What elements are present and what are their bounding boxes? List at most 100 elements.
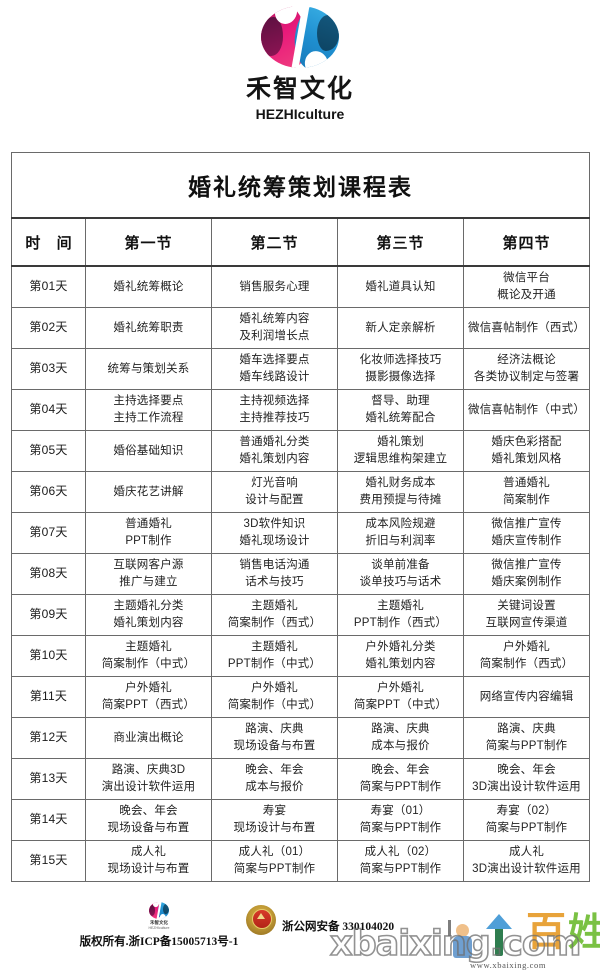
cell-session-3: 晚会、年会 简案与PPT制作 (337, 758, 464, 800)
cell-session-1: 互联网客户源 推广与建立 (85, 553, 212, 595)
cell-session-2: 主题婚礼 简案制作（西式） (211, 594, 338, 636)
table-row: 第09天 主题婚礼分类 婚礼策划内容 主题婚礼 简案制作（西式） 主题婚礼 PPT制作（西式… (11, 594, 591, 636)
table-row: 第13天 路演、庆典3D 演出设计软件运用 晚会、年会 成本与报价 晚会、年会 简案与PPT… (11, 758, 591, 800)
cell-session-3: 成本风险规避 折旧与利润率 (337, 512, 464, 554)
brand-name-en: HEZHIculture (255, 105, 345, 122)
cell-session-3: 路演、庆典 成本与报价 (337, 717, 464, 759)
cell-session-1: 主题婚礼 简案制作（中式） (85, 635, 212, 677)
cell-session-4: 寿宴（02） 简案与PPT制作 (462, 799, 591, 841)
cell-session-3: 户外婚礼分类 婚礼策划内容 (337, 635, 464, 677)
table-row: 第14天 晚会、年会 现场设备与布置 寿宴 现场设计与布置 寿宴（01） 简案与PPT制作寿… (11, 799, 591, 841)
cell-day: 第13天 (11, 758, 86, 800)
footer-brand-name-en: HEZHIculture (148, 925, 170, 930)
table-row: 第12天 商业演出概论 路演、庆典 现场设备与布置 路演、庆典 成本与报价 路演、庆典 简案与… (11, 717, 591, 759)
cell-session-1: 统筹与策划关系 (85, 348, 212, 390)
table-row: 第01天 婚礼统筹概论 销售服务心理 婚礼道具认知 微信平台 概论及开通 (11, 265, 591, 308)
cell-session-2: 销售服务心理 (211, 265, 338, 308)
brand-header: 禾智文化 HEZHIculture (0, 0, 600, 122)
page-footer: 禾智文化 HEZHIculture 版权所有.浙ICP备15005713号-1 … (0, 900, 600, 972)
cell-session-2: 3D软件知识 婚礼现场设计 (211, 512, 338, 554)
cell-session-3: 新人定亲解析 (337, 307, 464, 349)
table-header-row: 时 间 第一节 第二节 第三节 第四节 (11, 217, 591, 267)
table-row: 第07天 普通婚礼 PPT制作 3D软件知识 婚礼现场设计 成本风险规避 折旧与利润率 微信推… (11, 512, 591, 554)
cell-session-1: 商业演出概论 (85, 717, 212, 759)
table-row: 第15天 成人礼 现场设计与布置 成人礼（01） 简案与PPT制作 成人礼（02） 简案与P… (11, 840, 591, 882)
column-header-session-2: 第二节 (211, 217, 338, 267)
column-header-time: 时 间 (11, 217, 86, 267)
cell-day: 第12天 (11, 717, 86, 759)
hezhi-swirl-logo-icon (261, 6, 339, 68)
cell-session-1: 主题婚礼分类 婚礼策划内容 (85, 594, 212, 636)
cell-session-3: 主题婚礼 PPT制作（西式） (337, 594, 464, 636)
footer-copyright-block: 禾智文化 HEZHIculture 版权所有.浙ICP备15005713号-1 (34, 902, 284, 949)
cell-session-2: 销售电话沟通 话术与技巧 (211, 553, 338, 595)
cell-session-1: 婚礼统筹概论 (85, 265, 212, 308)
cell-session-3: 户外婚礼 简案PPT（中式） (337, 676, 464, 718)
cell-session-2: 婚礼统筹内容 及利润增长点 (211, 307, 338, 349)
cell-session-1: 户外婚礼 简案PPT（西式） (85, 676, 212, 718)
cell-session-1: 路演、庆典3D 演出设计软件运用 (85, 758, 212, 800)
cell-day: 第07天 (11, 512, 86, 554)
table-row: 第06天 婚庆花艺讲解 灯光音响 设计与配置 婚礼财务成本 费用预提与待摊 普通婚礼 简案制作 (11, 471, 591, 513)
table-row: 第04天 主持选择要点 主持工作流程 主持视频选择 主持推荐技巧 督导、助理 婚礼统筹配合微… (11, 389, 591, 431)
table-body: 第01天 婚礼统筹概论 销售服务心理 婚礼道具认知 微信平台 概论及开通 第02天 婚礼统筹职… (11, 265, 591, 882)
table-row: 第03天 统筹与策划关系 婚车选择要点 婚车线路设计 化妆师选择技巧 摄影摄像选择 经济法概… (11, 348, 591, 390)
cell-session-4: 微信推广宣传 婚庆案例制作 (462, 553, 591, 595)
cell-session-4: 微信喜帖制作（西式） (462, 307, 591, 349)
hezhi-swirl-logo-small-icon (149, 902, 169, 919)
cell-day: 第04天 (11, 389, 86, 431)
cell-session-4: 关键词设置 互联网宣传渠道 (462, 594, 591, 636)
gov-record-text: 浙公网安备 330104020 (282, 921, 395, 933)
cell-session-2: 寿宴 现场设计与布置 (211, 799, 338, 841)
table-row: 第05天 婚俗基础知识 普通婚礼分类 婚礼策划内容 婚礼策划 逻辑思维构架建立 婚庆色彩搭配… (11, 430, 591, 472)
cell-day: 第08天 (11, 553, 86, 595)
cell-day: 第02天 (11, 307, 86, 349)
cell-session-3: 婚礼财务成本 费用预提与待摊 (337, 471, 464, 513)
cell-session-4: 路演、庆典 简案与PPT制作 (462, 717, 591, 759)
cell-session-2: 晚会、年会 成本与报价 (211, 758, 338, 800)
cell-session-4: 微信喜帖制作（中式） (462, 389, 591, 431)
page-title: 婚礼统筹策划课程表 (10, 152, 591, 219)
table-title-row: 婚礼统筹策划课程表 (10, 152, 591, 219)
cell-session-1: 成人礼 现场设计与布置 (85, 840, 212, 882)
cell-session-2: 普通婚礼分类 婚礼策划内容 (211, 430, 338, 472)
cell-session-4: 成人礼 3D演出设计软件运用 (462, 840, 591, 882)
footer-gov-record-block[interactable]: 浙公网安备 330104020 (246, 905, 476, 936)
cell-session-4: 网络宣传内容编辑 (462, 676, 591, 718)
cell-session-2: 主持视频选择 主持推荐技巧 (211, 389, 338, 431)
cell-day: 第11天 (11, 676, 86, 718)
cell-day: 第14天 (11, 799, 86, 841)
police-badge-icon (246, 905, 276, 935)
cell-day: 第03天 (11, 348, 86, 390)
cell-session-2: 成人礼（01） 简案与PPT制作 (211, 840, 338, 882)
brand-name-cn: 禾智文化 (245, 75, 354, 103)
cell-day: 第15天 (11, 840, 86, 882)
table-row: 第11天 户外婚礼 简案PPT（西式） 户外婚礼 简案制作（中式） 户外婚礼 简案PPT（中… (11, 676, 591, 718)
cell-day: 第09天 (11, 594, 86, 636)
cell-session-3: 婚礼道具认知 (337, 265, 464, 308)
cell-session-4: 微信推广宣传 婚庆宣传制作 (462, 512, 591, 554)
cell-session-1: 主持选择要点 主持工作流程 (85, 389, 212, 431)
cell-session-1: 普通婚礼 PPT制作 (85, 512, 212, 554)
cell-day: 第05天 (11, 430, 86, 472)
column-header-session-4: 第四节 (462, 217, 591, 267)
cell-day: 第01天 (11, 265, 86, 308)
cell-session-1: 婚礼统筹职责 (85, 307, 212, 349)
cell-session-3: 成人礼（02） 简案与PPT制作 (337, 840, 464, 882)
cell-session-3: 督导、助理 婚礼统筹配合 (337, 389, 464, 431)
cell-session-2: 灯光音响 设计与配置 (211, 471, 338, 513)
course-table: 婚礼统筹策划课程表 时 间 第一节 第二节 第三节 第四节 第01天 婚礼统筹概论… (10, 152, 591, 882)
cell-day: 第06天 (11, 471, 86, 513)
cell-session-4: 经济法概论 各类协议制定与签署 (462, 348, 591, 390)
course-schedule-sheet: 婚礼统筹策划课程表 时 间 第一节 第二节 第三节 第四节 第01天 婚礼统筹概论… (10, 152, 591, 882)
cell-session-2: 婚车选择要点 婚车线路设计 (211, 348, 338, 390)
cell-day: 第10天 (11, 635, 86, 677)
cell-session-3: 婚礼策划 逻辑思维构架建立 (337, 430, 464, 472)
cell-session-4: 普通婚礼 简案制作 (462, 471, 591, 513)
cell-session-4: 户外婚礼 简案制作（西式） (462, 635, 591, 677)
table-row: 第10天 主题婚礼 简案制作（中式） 主题婚礼 PPT制作（中式） 户外婚礼分类 婚礼策划内… (11, 635, 591, 677)
cell-session-1: 婚庆花艺讲解 (85, 471, 212, 513)
cell-session-4: 晚会、年会 3D演出设计软件运用 (462, 758, 591, 800)
cell-session-2: 路演、庆典 现场设备与布置 (211, 717, 338, 759)
cell-session-1: 晚会、年会 现场设备与布置 (85, 799, 212, 841)
